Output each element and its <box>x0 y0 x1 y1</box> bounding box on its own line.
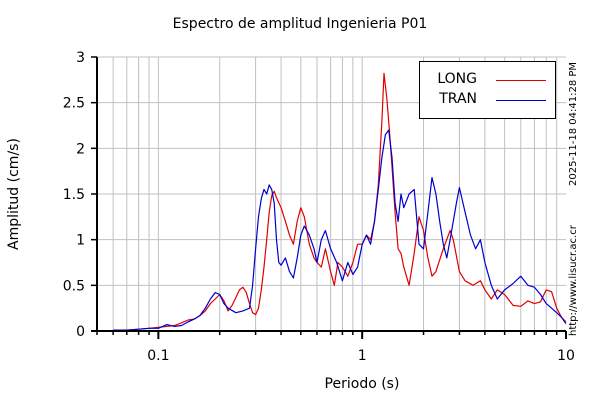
svg-text:2: 2 <box>76 141 85 157</box>
svg-text:0.5: 0.5 <box>63 278 85 294</box>
data-curves <box>113 72 567 332</box>
legend-label: LONG <box>437 71 477 87</box>
svg-text:1: 1 <box>76 233 85 249</box>
tick-labels: 0 0.5 1 1.5 2 2.5 3 0.1 1 10 <box>63 50 575 364</box>
svg-text:0: 0 <box>76 324 85 340</box>
series-tran <box>113 129 567 331</box>
y-axis-label: Amplitud (cm/s) <box>6 138 22 250</box>
chart-title: Espectro de amplitud Ingenieria P01 <box>172 16 428 32</box>
timestamp-watermark: 2025-11-18 04:41:28 PM <box>568 61 579 186</box>
legend-label: TRAN <box>439 91 477 107</box>
legend-swatch <box>496 80 546 81</box>
svg-text:3: 3 <box>76 50 85 66</box>
svg-text:1.5: 1.5 <box>63 187 85 203</box>
legend-item-tran: TRAN <box>420 91 555 109</box>
x-axis-label: Periodo (s) <box>324 376 400 392</box>
legend-swatch <box>496 100 546 101</box>
axes <box>91 56 567 339</box>
legend: LONG TRAN <box>419 61 556 119</box>
svg-text:1: 1 <box>358 348 367 364</box>
grid-lines <box>96 56 566 331</box>
svg-text:0.1: 0.1 <box>147 348 169 364</box>
svg-text:10: 10 <box>557 348 575 364</box>
legend-item-long: LONG <box>420 71 555 89</box>
url-watermark: http://www.lisucr.ac.cr <box>568 225 579 336</box>
svg-text:2.5: 2.5 <box>63 96 85 112</box>
